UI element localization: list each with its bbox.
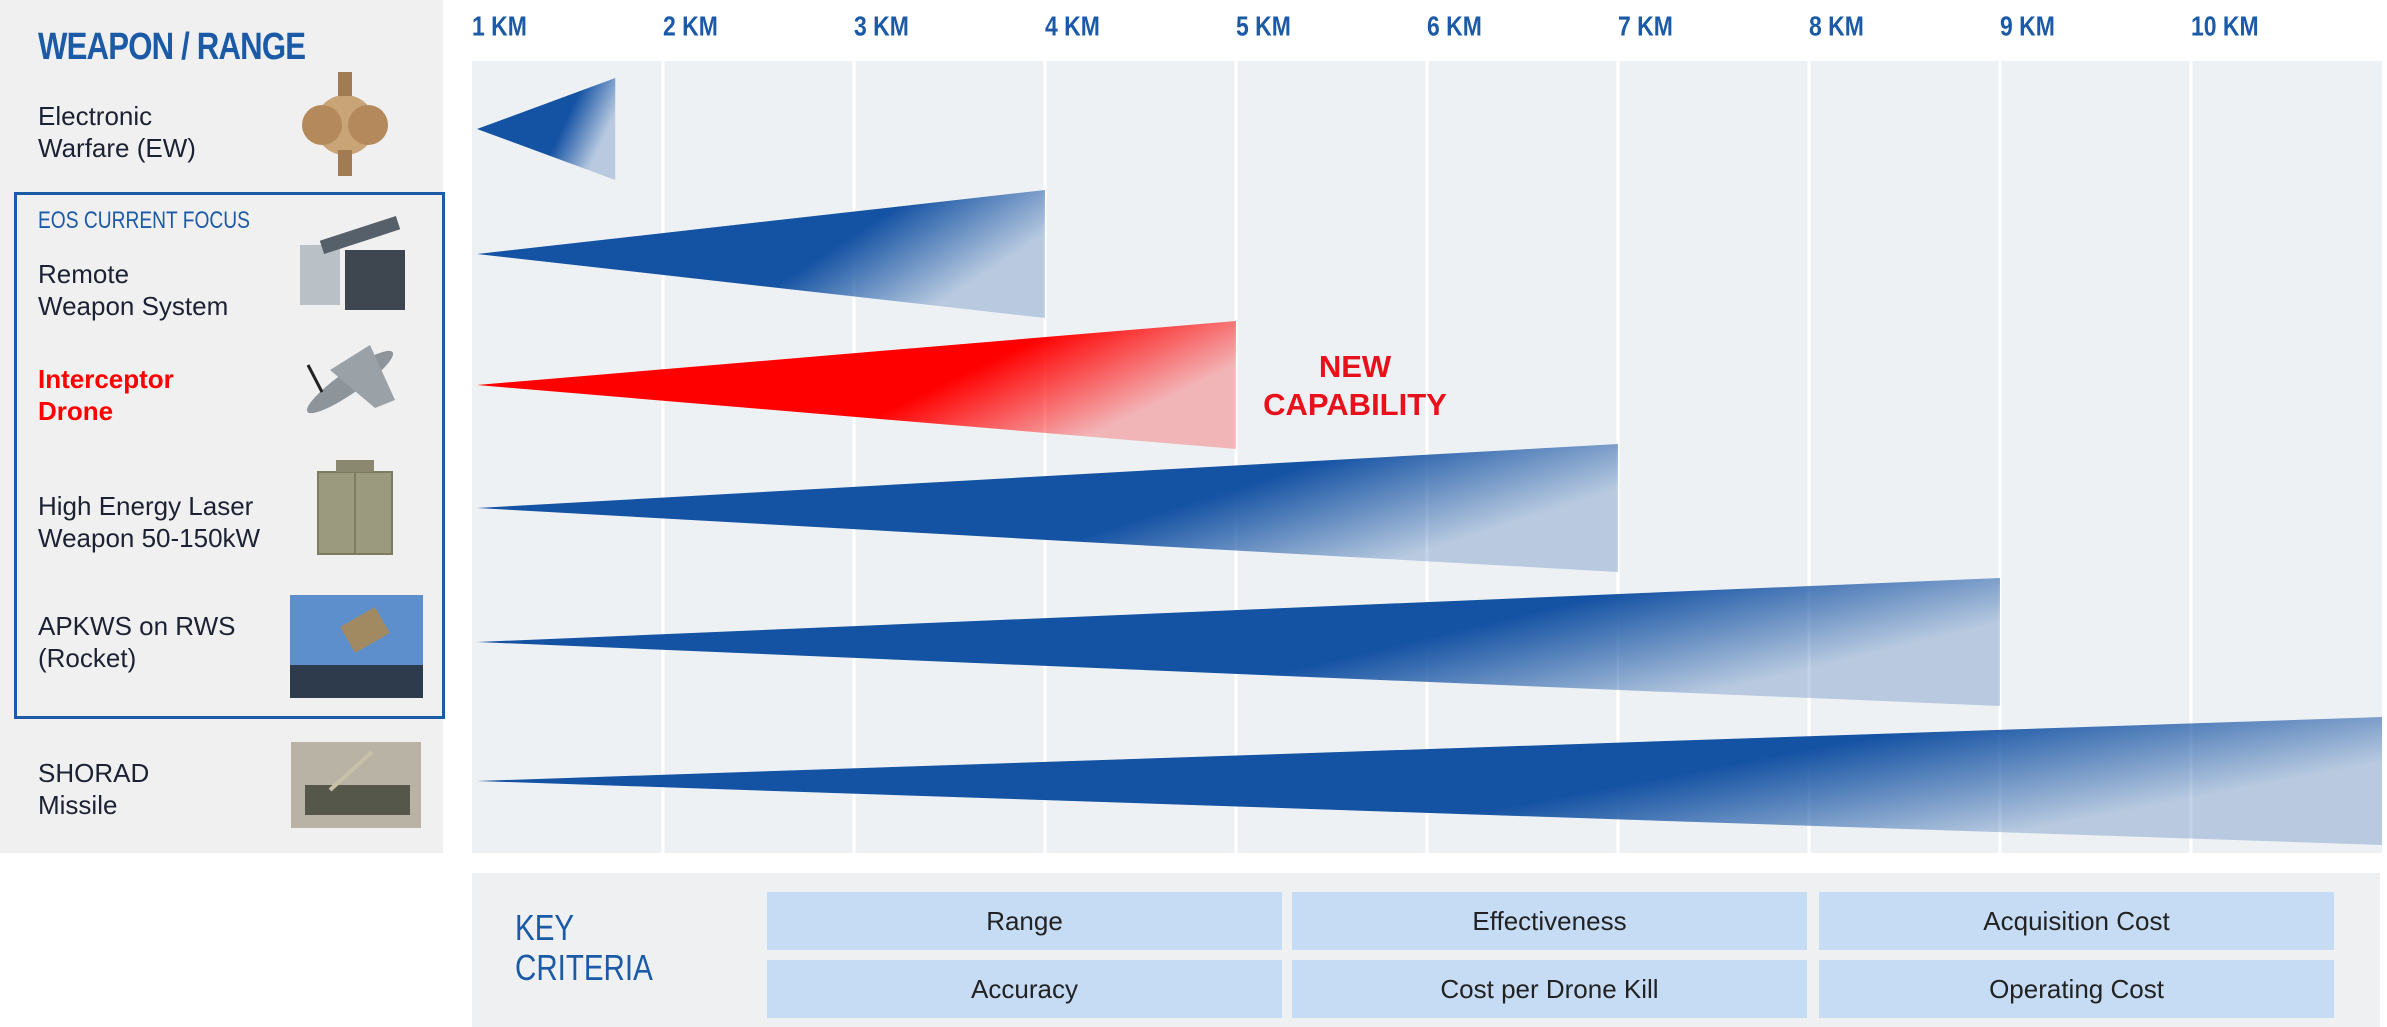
range-chart: 1 KM 2 KM 3 KM 4 KM 5 KM 6 KM 7 KM 8 KM 9 KM 10 K… — [472, 11, 2382, 853]
rws-icon — [300, 215, 405, 310]
x-tick-label: 9 KM — [2000, 11, 2055, 42]
drone-icon — [306, 345, 395, 414]
chart-title: WEAPON / RANGE — [38, 26, 306, 68]
ew-icon — [302, 72, 388, 176]
category-label: Remote Weapon System — [38, 259, 229, 321]
x-tick-label: 2 KM — [663, 11, 718, 42]
icons — [290, 72, 423, 828]
x-tick-label: 4 KM — [1045, 11, 1100, 42]
laser-icon — [317, 460, 393, 555]
x-tick-label: 1 KM — [472, 11, 527, 42]
apkws-icon — [290, 595, 423, 698]
category-label: Interceptor Drone — [38, 364, 174, 426]
shorad-icon — [291, 742, 421, 828]
x-tick-label: 3 KM — [854, 11, 909, 42]
category-label: Electronic Warfare (EW) — [38, 101, 196, 163]
range-wedge — [477, 444, 1618, 572]
criterion: Effectiveness — [1292, 892, 1807, 950]
range-wedge — [477, 321, 1236, 449]
category-label: High Energy Laser Weapon 50-150kW — [38, 491, 261, 553]
category-label: APKWS on RWS (Rocket) — [38, 611, 236, 673]
criterion: Acquisition Cost — [1819, 892, 2334, 950]
x-tick-label: 6 KM — [1427, 11, 1482, 42]
range-wedge — [477, 717, 2382, 845]
criterion: Accuracy — [767, 960, 1282, 1018]
category-label: SHORAD Missile — [38, 758, 150, 820]
criterion: Operating Cost — [1819, 960, 2334, 1018]
range-wedge — [477, 78, 616, 180]
x-tick-label: 5 KM — [1236, 11, 1291, 42]
range-wedge — [477, 190, 1045, 318]
key-title: KEY CRITERIA — [515, 907, 653, 988]
x-tick-label: 10 KM — [2191, 11, 2259, 42]
group-label: EOS CURRENT FOCUS — [38, 207, 250, 234]
range-wedge — [477, 578, 2000, 706]
criterion: Range — [767, 892, 1282, 950]
x-tick-label: 8 KM — [1809, 11, 1864, 42]
criterion: Cost per Drone Kill — [1292, 960, 1807, 1018]
focus-box — [14, 192, 445, 719]
annotation: NEW CAPABILITY — [1263, 349, 1447, 422]
x-tick-label: 7 KM — [1618, 11, 1673, 42]
